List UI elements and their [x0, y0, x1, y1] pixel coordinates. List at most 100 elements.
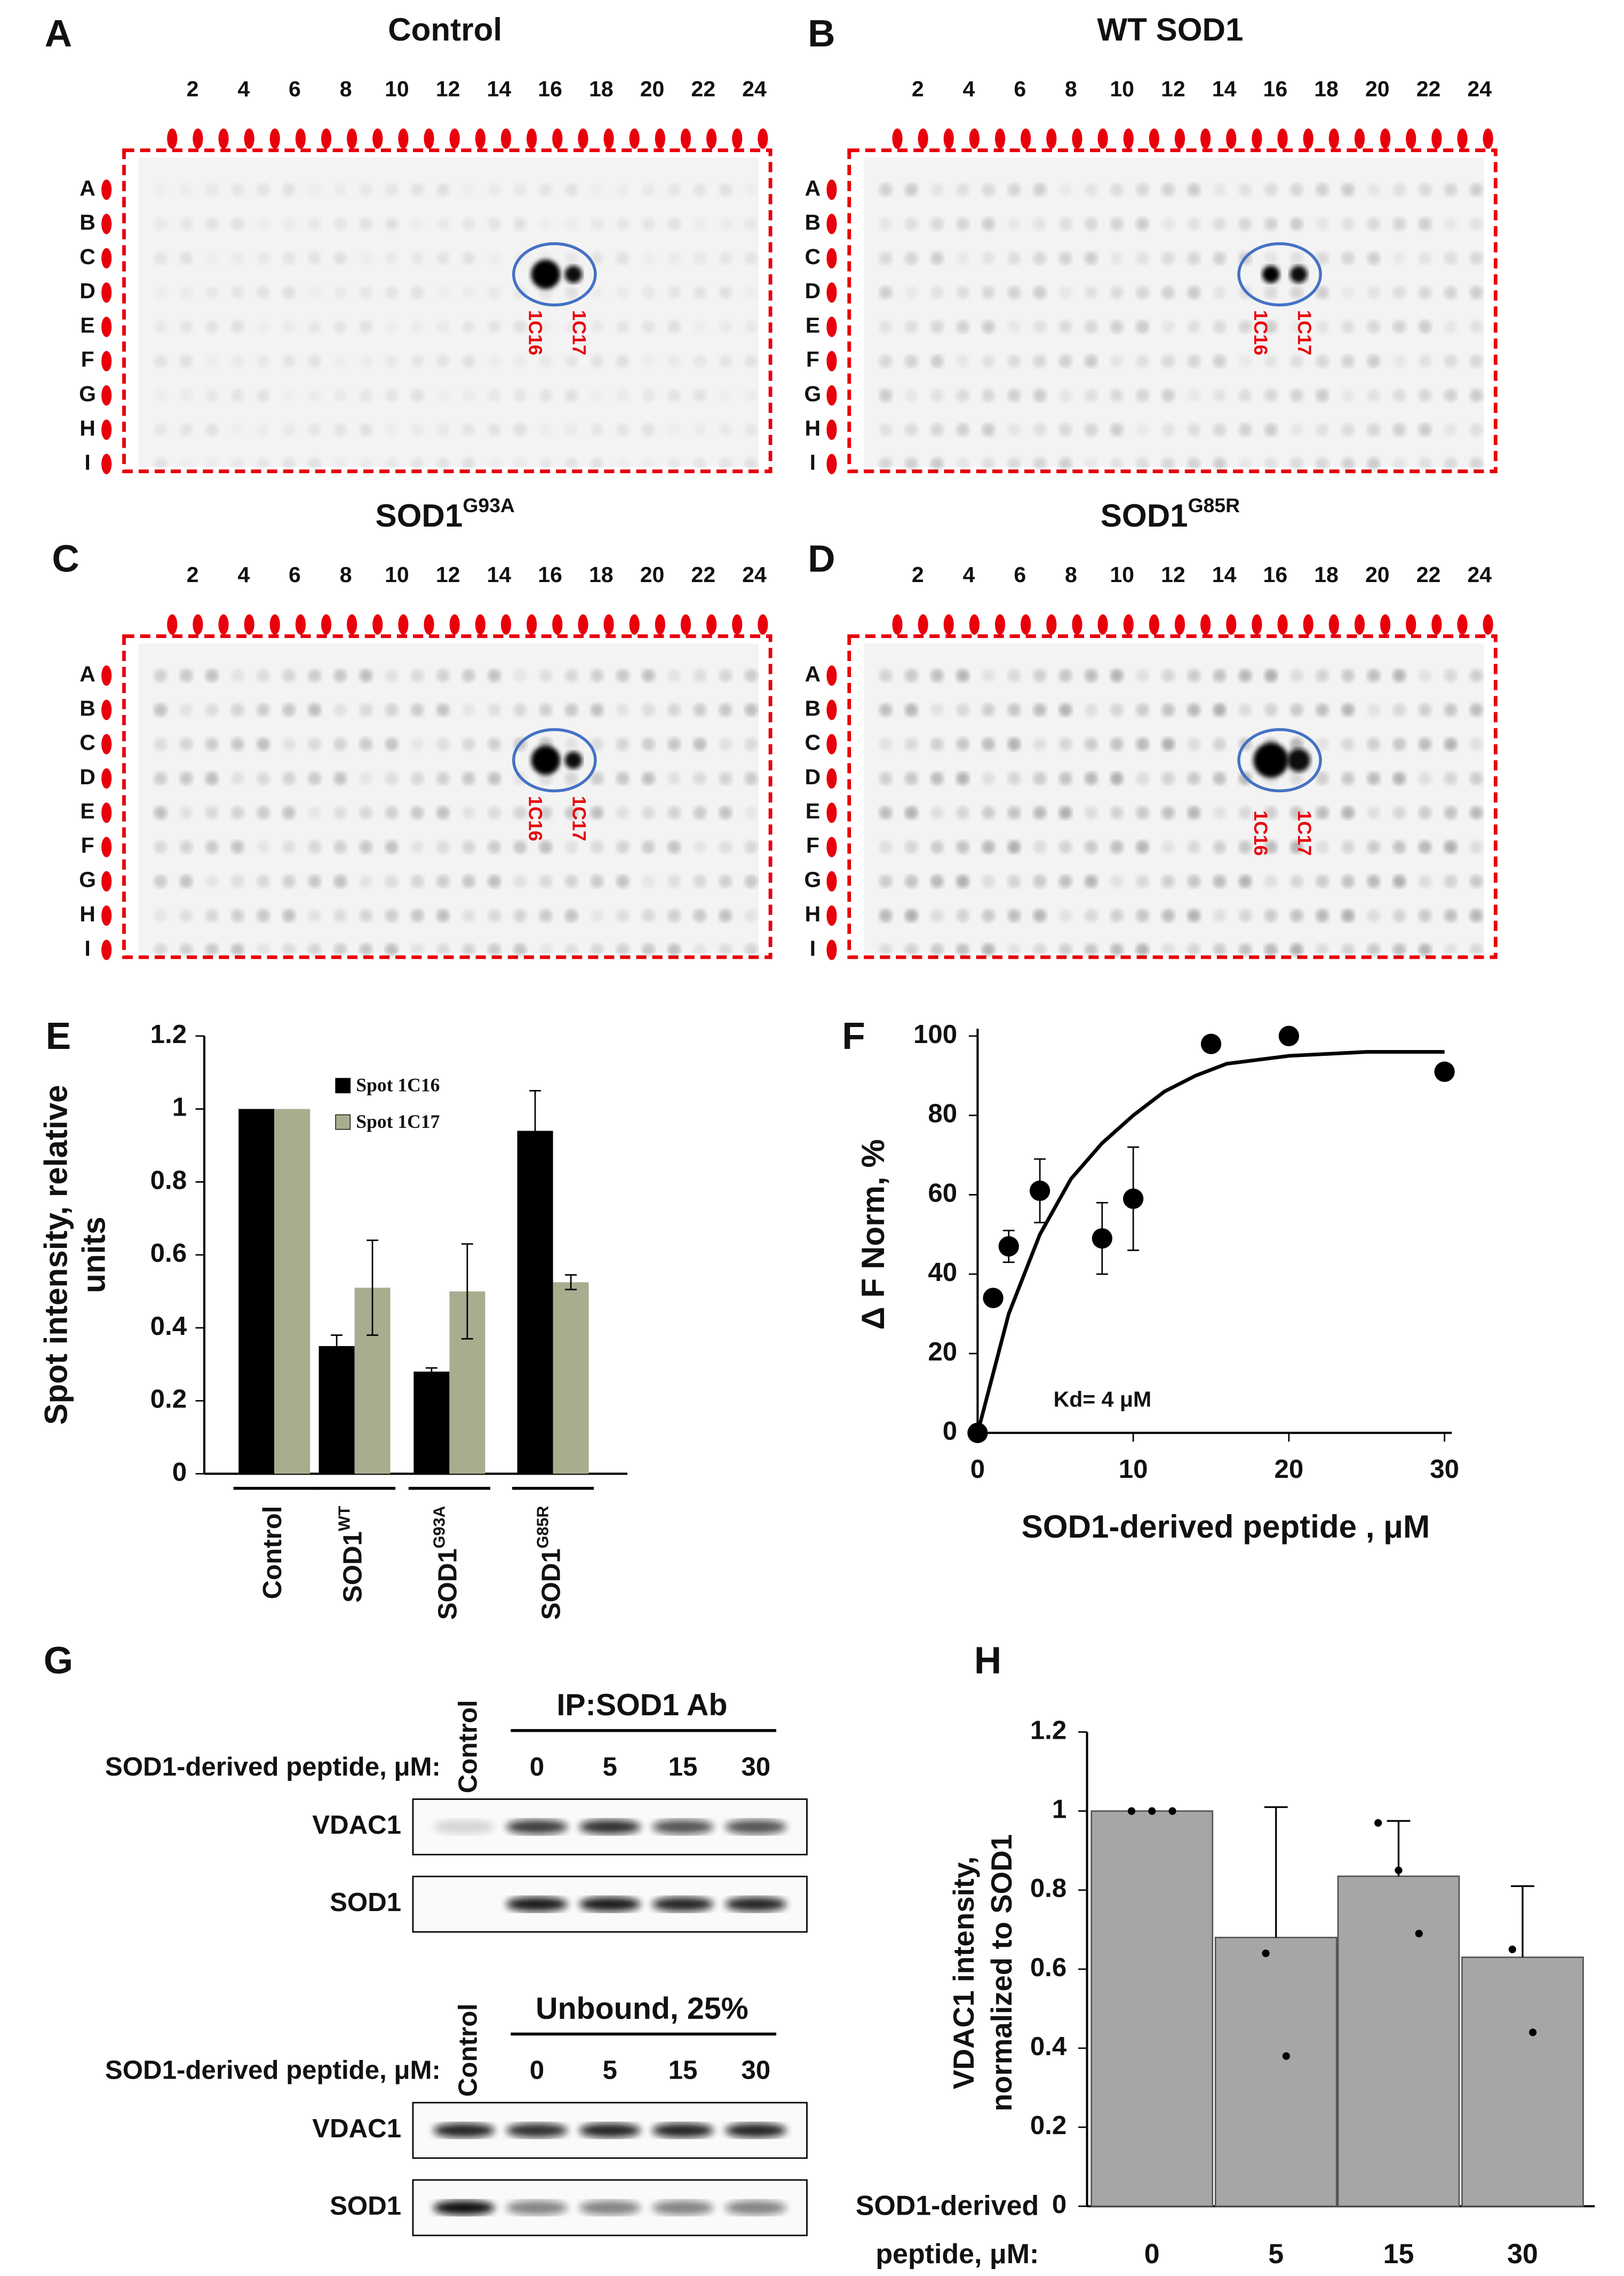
row-label: D: [805, 278, 821, 303]
spot: [1367, 457, 1380, 471]
spot: [179, 943, 193, 957]
row-marker: [826, 282, 837, 303]
spot: [308, 874, 321, 888]
spot: [719, 874, 733, 888]
spot: [1136, 806, 1149, 819]
spot: [1367, 771, 1380, 785]
column-marker: [1483, 128, 1493, 149]
spot: [1341, 771, 1355, 785]
spot: [230, 286, 244, 299]
spot: [180, 389, 193, 402]
spot: [745, 389, 758, 402]
spot: [667, 840, 681, 854]
spot: [667, 252, 681, 265]
spot: [282, 771, 296, 785]
spot: [1033, 943, 1047, 957]
column-marker: [969, 128, 980, 149]
spot: [282, 909, 296, 922]
column-marker: [449, 614, 460, 635]
spot: [564, 183, 578, 196]
spot: [1007, 840, 1021, 854]
spot: [667, 388, 681, 402]
spot: [308, 251, 321, 265]
spot: [539, 771, 553, 785]
spot: [230, 183, 244, 196]
spot: [693, 703, 706, 717]
spot: [1161, 874, 1175, 888]
y-axis-label: Δ F Norm, %: [855, 1139, 891, 1330]
highlight-circle: [1237, 728, 1322, 793]
x-tick-label: 30: [1430, 1454, 1459, 1484]
spot: [1238, 840, 1252, 854]
bar: [1090, 1810, 1214, 2207]
y-tick-label: 0.6: [1030, 1953, 1066, 1982]
spot: [1136, 840, 1149, 854]
spot: [1264, 354, 1278, 368]
spot: [513, 217, 527, 231]
spot: [719, 320, 733, 333]
row-marker: [101, 453, 112, 474]
column-label: 10: [1110, 76, 1134, 101]
x-tick-label-base: SOD1: [433, 1548, 462, 1620]
row-marker: [101, 802, 112, 823]
row-marker: [826, 905, 837, 926]
spot: [1289, 737, 1303, 751]
spot: [982, 457, 995, 471]
spot: [1110, 874, 1124, 888]
spot: [904, 874, 918, 888]
array-title-base: SOD1: [376, 498, 463, 534]
y-tick-label: 100: [913, 1020, 957, 1049]
spot: [982, 251, 995, 265]
column-marker: [424, 614, 434, 635]
bar: [413, 1371, 450, 1474]
spot: [564, 943, 578, 957]
column-marker: [269, 128, 280, 149]
spot: [436, 286, 450, 299]
spot: [154, 737, 168, 751]
row-label: B: [79, 210, 95, 235]
column-marker: [1431, 614, 1442, 635]
spot: [1058, 354, 1072, 368]
column-label: 4: [237, 76, 250, 101]
spot: [488, 252, 501, 265]
row-label: I: [84, 936, 90, 960]
spot: [616, 874, 630, 888]
column-marker: [1406, 614, 1416, 635]
spot: [667, 457, 681, 471]
spot: [590, 354, 604, 368]
column-marker: [449, 128, 460, 149]
spot: [1136, 423, 1149, 436]
spot: [539, 183, 553, 196]
spot: [1136, 909, 1149, 922]
row-label: G: [79, 868, 96, 892]
column-label: 14: [1212, 76, 1237, 101]
column-marker: [943, 128, 954, 149]
spot: [1136, 286, 1149, 299]
spot: [1187, 840, 1201, 854]
spot: [1058, 806, 1072, 819]
spot: [282, 457, 296, 471]
spot: [1033, 457, 1047, 471]
spot: [904, 737, 918, 751]
spot: [930, 183, 944, 196]
spot: [359, 183, 373, 196]
spot: [488, 943, 501, 957]
column-marker: [1200, 614, 1211, 635]
error-bar: [461, 1243, 473, 1340]
spot-label: 1C17: [569, 310, 590, 355]
spot: [359, 388, 373, 402]
spot: [1161, 909, 1175, 922]
spot: [1289, 251, 1303, 265]
band: [433, 2200, 495, 2215]
x-tick-label-base: SOD1: [537, 1548, 566, 1620]
spot: [1187, 354, 1201, 368]
spot: [590, 771, 604, 785]
spot: [1136, 943, 1149, 957]
spot: [1213, 423, 1227, 436]
spot: [205, 840, 219, 854]
spot: [1444, 388, 1458, 402]
spot: [1469, 286, 1483, 299]
row-marker: [826, 419, 837, 440]
dose: 15: [668, 2056, 698, 2085]
